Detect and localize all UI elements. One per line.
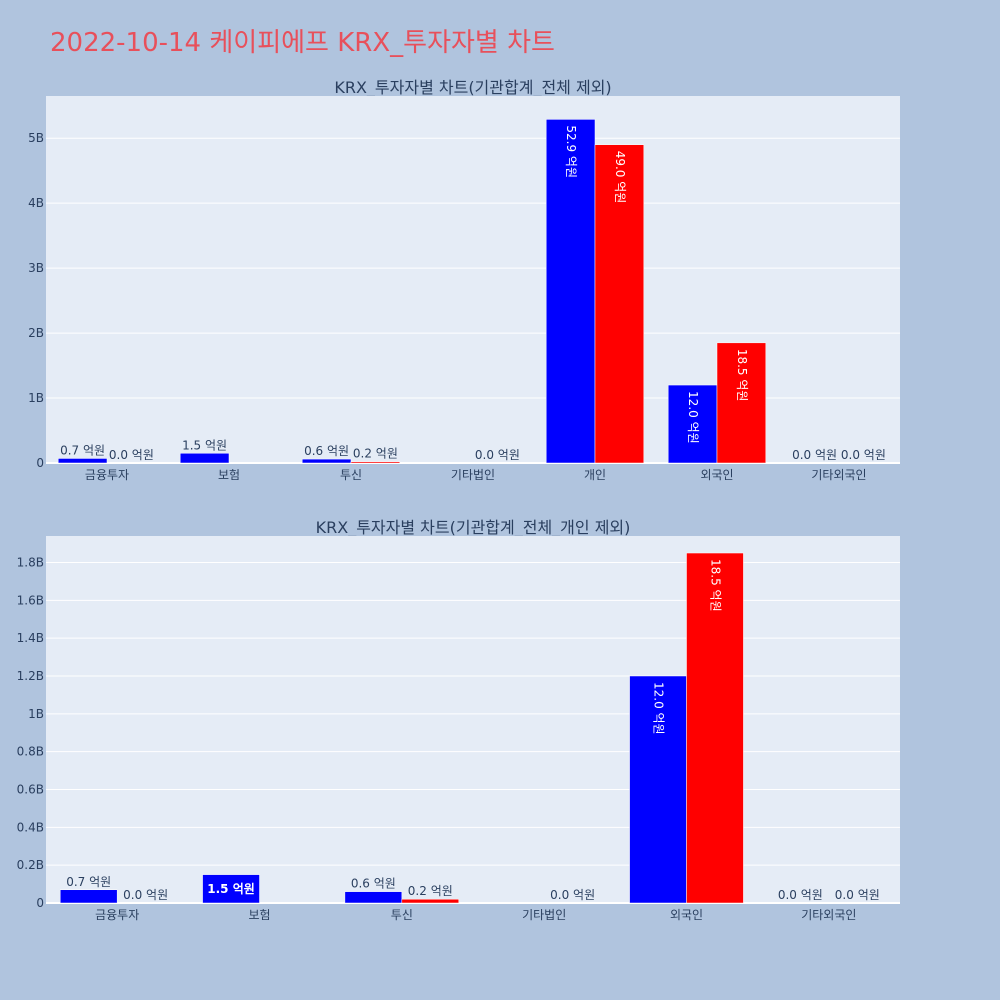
plot-area	[46, 536, 900, 903]
data-label: 0.0 억원	[475, 448, 520, 462]
y-tick-label: 0	[36, 896, 44, 910]
data-label: 12.0 억원	[652, 682, 666, 735]
data-label: 18.5 억원	[735, 349, 749, 402]
y-tick-label: 1.8B	[17, 555, 44, 569]
y-tick-label: 0	[36, 456, 44, 470]
bar-series2	[716, 342, 767, 464]
data-label: 1.5 억원	[182, 438, 227, 452]
x-tick-label: 투신	[340, 468, 362, 482]
data-label: 0.0 억원	[835, 888, 880, 902]
x-tick-label: 개인	[584, 468, 606, 482]
data-label: 0.0 억원	[778, 888, 823, 902]
bar-series2	[350, 461, 401, 464]
data-label: 0.7 억원	[60, 443, 105, 457]
y-tick-label: 4B	[28, 196, 44, 210]
data-label: 0.0 억원	[792, 448, 837, 462]
x-tick-label: 금융투자	[85, 468, 129, 482]
x-tick-label: 투신	[391, 908, 413, 922]
data-label: 1.5 억원	[207, 882, 255, 896]
x-tick-label: 보험	[218, 468, 240, 482]
data-label: 0.2 억원	[353, 447, 398, 461]
y-tick-label: 1.2B	[17, 669, 44, 683]
bar-series2	[401, 898, 460, 904]
data-label: 0.0 억원	[123, 888, 168, 902]
y-tick-label: 0.4B	[17, 820, 44, 834]
data-label: 0.0 억원	[550, 888, 595, 902]
bar-series1	[629, 675, 687, 904]
y-tick-label: 0.6B	[17, 782, 44, 796]
bar-series1	[202, 874, 260, 904]
bar-series1	[545, 119, 596, 464]
bar-series2	[594, 144, 645, 464]
x-tick-label: 기타법인	[451, 468, 495, 482]
chart-title: KRX_투자자별 차트(기관합계_전체 제외)	[334, 78, 611, 98]
data-label: 18.5 억원	[708, 559, 722, 612]
y-tick-label: 1B	[28, 391, 44, 405]
y-tick-label: 1.6B	[17, 593, 44, 607]
x-tick-label: 기타외국인	[801, 908, 856, 922]
y-tick-label: 0.2B	[17, 858, 44, 872]
plot-area	[46, 96, 900, 463]
data-label: 12.0 억원	[686, 391, 700, 444]
chart-top: KRX_투자자별 차트(기관합계_전체 제외) 0 1B 2B 3B 4B 5B 금융투자 0.…	[28, 78, 900, 482]
chart-title: KRX_투자자별 차트(기관합계_전체_개인 제외)	[316, 518, 631, 538]
bar-series1	[59, 889, 118, 904]
y-tick-label: 1B	[28, 707, 44, 721]
x-tick-label: 외국인	[700, 468, 733, 482]
x-tick-label: 외국인	[670, 908, 703, 922]
y-tick-label: 0.8B	[17, 745, 44, 759]
data-label: 0.0 억원	[841, 448, 886, 462]
bar-series1	[667, 384, 718, 464]
data-label: 0.2 억원	[408, 884, 453, 898]
data-label: 0.6 억원	[304, 444, 349, 458]
y-tick-label: 2B	[28, 326, 44, 340]
bar-series1	[57, 458, 108, 464]
data-label: 52.9 억원	[564, 125, 578, 178]
bar-series1	[179, 453, 230, 464]
x-tick-label: 금융투자	[95, 908, 139, 922]
data-label: 49.0 억원	[613, 151, 627, 204]
bar-series1	[301, 458, 352, 464]
x-tick-label: 보험	[248, 908, 270, 922]
chart-bottom: KRX_투자자별 차트(기관합계_전체_개인 제외) 0 0.2B 0.4B 0.6B 0…	[17, 518, 900, 922]
x-tick-label: 기타외국인	[811, 468, 866, 482]
data-label: 0.6 억원	[351, 877, 396, 891]
x-tick-label: 기타법인	[522, 908, 566, 922]
bar-series1	[344, 891, 403, 904]
data-label: 0.7 억원	[66, 875, 111, 889]
y-tick-label: 5B	[28, 131, 44, 145]
data-label: 0.0 억원	[109, 448, 154, 462]
y-tick-label: 3B	[28, 261, 44, 275]
y-tick-label: 1.4B	[17, 631, 44, 645]
bar-series2	[686, 552, 744, 904]
page-title: 2022-10-14 케이피에프 KRX_투자자별 차트	[50, 28, 555, 58]
